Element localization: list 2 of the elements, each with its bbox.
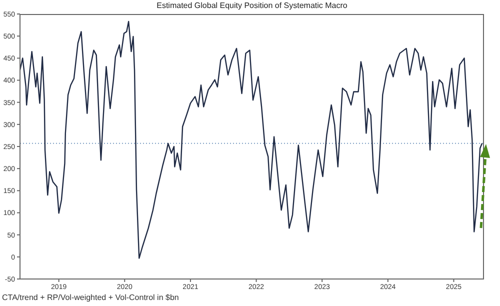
chart-title: Estimated Global Equity Position of Systematic Macro — [156, 1, 348, 10]
text: CTA/trend + RP/Vol-weighted + Vol-Control in $bn — [2, 293, 179, 302]
